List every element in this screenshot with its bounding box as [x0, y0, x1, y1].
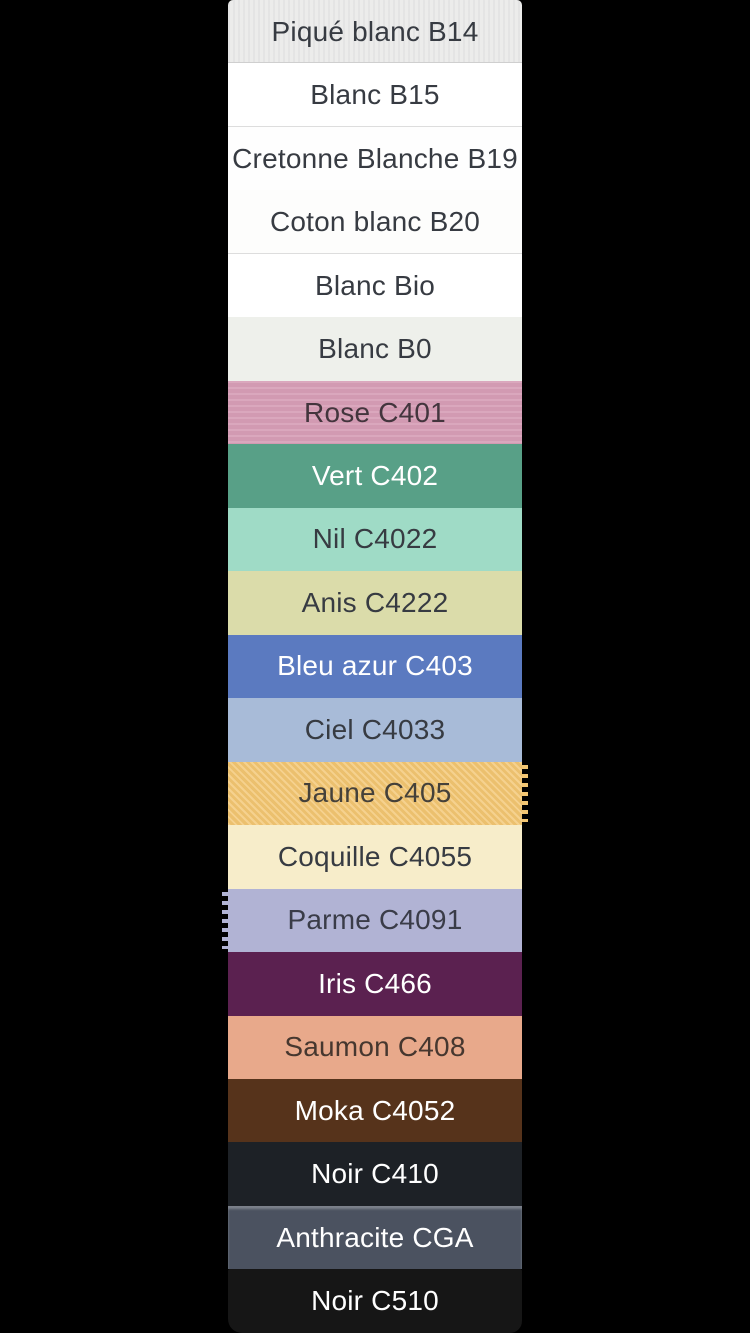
swatch-row-7[interactable]: Rose C401 [228, 380, 522, 445]
swatch-label: Coquille C4055 [277, 840, 473, 872]
swatch-row-13[interactable]: Jaune C405 [228, 761, 528, 826]
swatch-row-12[interactable]: Ciel C4033 [228, 698, 522, 762]
swatch-label: Saumon C408 [284, 1031, 466, 1063]
swatch-row-6[interactable]: Blanc B0 [228, 317, 522, 381]
swatch-label: Cretonne Blanche B19 [232, 142, 518, 174]
swatch-label: Anis C4222 [301, 586, 449, 618]
swatch-row-21[interactable]: Noir C510 [228, 1269, 522, 1333]
swatch-row-5[interactable]: Blanc Bio [228, 253, 522, 318]
swatch-label: Jaune C405 [298, 777, 452, 809]
swatch-row-4[interactable]: Coton blanc B20 [228, 190, 522, 254]
swatch-label: Blanc B15 [310, 79, 440, 111]
swatch-row-10[interactable]: Anis C4222 [228, 571, 522, 635]
swatch-row-1[interactable]: Piqué blanc B14 [228, 0, 522, 64]
swatch-label: Iris C466 [318, 967, 432, 999]
swatch-label: Blanc B0 [318, 333, 432, 365]
swatch-label: Coton blanc B20 [269, 206, 481, 238]
swatch-label: Moka C4052 [294, 1094, 456, 1126]
swatch-label: Blanc Bio [314, 269, 436, 301]
swatch-row-2[interactable]: Blanc B15 [228, 63, 522, 127]
swatch-label: Noir C410 [311, 1158, 439, 1190]
swatch-row-14[interactable]: Coquille C4055 [228, 825, 522, 889]
swatch-row-20[interactable]: Anthracite CGA [228, 1205, 522, 1270]
swatch-row-16[interactable]: Iris C466 [228, 952, 522, 1016]
swatch-label: Noir C510 [311, 1285, 439, 1317]
swatch-row-15[interactable]: Parme C4091 [222, 888, 522, 953]
swatch-list: Piqué blanc B14 Blanc B15 Cretonne Blanc… [222, 0, 528, 1333]
swatch-label: Anthracite CGA [276, 1221, 474, 1253]
swatch-label: Ciel C4033 [304, 713, 446, 745]
swatch-label: Piqué blanc B14 [271, 15, 479, 47]
swatch-label: Nil C4022 [312, 523, 438, 555]
swatch-row-9[interactable]: Nil C4022 [228, 507, 522, 572]
swatch-label: Rose C401 [304, 396, 446, 428]
swatch-label: Parme C4091 [287, 904, 463, 936]
swatch-row-8[interactable]: Vert C402 [228, 444, 522, 508]
swatch-row-19[interactable]: Noir C410 [228, 1142, 522, 1206]
swatch-row-18[interactable]: Moka C4052 [228, 1078, 522, 1143]
swatch-label: Vert C402 [311, 460, 439, 492]
swatch-row-17[interactable]: Saumon C408 [228, 1015, 522, 1079]
swatch-row-3[interactable]: Cretonne Blanche B19 [228, 126, 522, 191]
swatch-label: Bleu azur C403 [277, 650, 473, 682]
swatch-row-11[interactable]: Bleu azur C403 [228, 634, 522, 699]
